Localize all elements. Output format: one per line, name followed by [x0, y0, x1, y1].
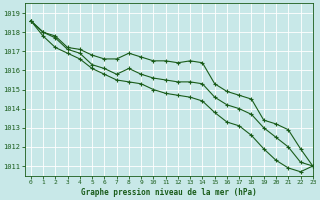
X-axis label: Graphe pression niveau de la mer (hPa): Graphe pression niveau de la mer (hPa) — [81, 188, 257, 197]
